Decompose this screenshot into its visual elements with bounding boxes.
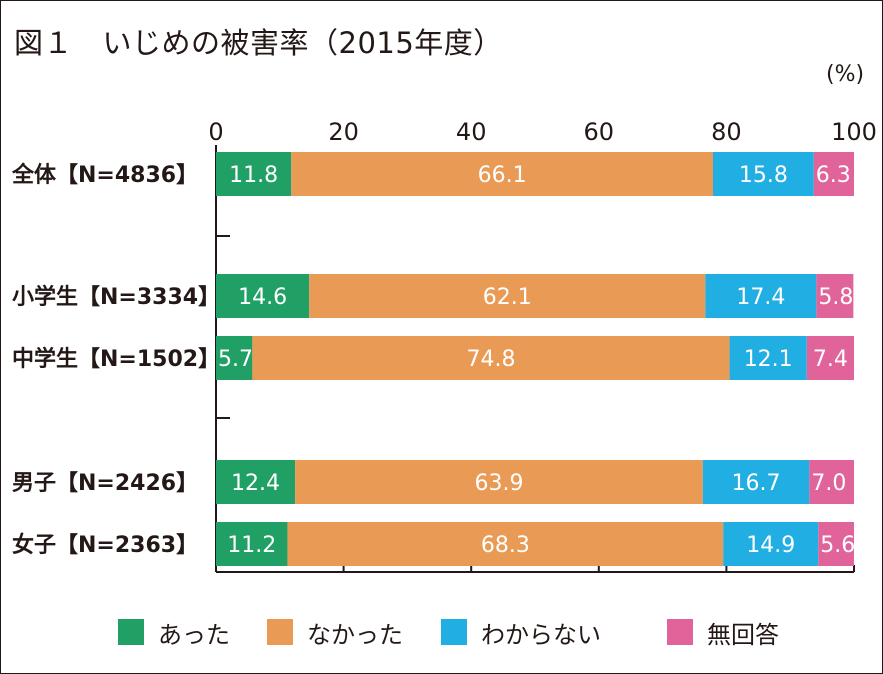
bar-segment [216, 152, 292, 196]
data-label: 7.0 [811, 471, 846, 496]
data-label: 15.8 [739, 163, 788, 188]
bar-segment [216, 460, 296, 504]
category-label: 全体【N=4836】 [11, 162, 198, 188]
legend-swatch [118, 619, 144, 645]
legend-swatch [267, 619, 293, 645]
x-tick-label: 40 [456, 118, 487, 146]
bar-segment [295, 460, 703, 504]
data-label: 7.4 [813, 347, 848, 372]
bar-segment [809, 460, 854, 504]
legend-label: あった [158, 620, 230, 649]
legend-label: わからない [481, 620, 601, 649]
bar-segment [723, 522, 819, 566]
legend-swatch [667, 619, 693, 645]
data-label: 62.1 [483, 285, 532, 310]
x-tick-label: 0 [208, 118, 223, 146]
unit-label: (%) [826, 62, 865, 87]
data-label: 6.3 [816, 163, 851, 188]
legend-label: 無回答 [707, 620, 779, 649]
data-label: 63.9 [474, 471, 523, 496]
legend-item: 無回答 [667, 612, 779, 652]
data-label: 68.3 [481, 533, 530, 558]
data-label: 12.4 [231, 471, 280, 496]
category-label: 女子【N=2363】 [12, 532, 198, 558]
data-label: 66.1 [478, 163, 527, 188]
bar-segment [702, 460, 810, 504]
category-label: 男子【N=2426】 [12, 471, 198, 496]
bar-segment [713, 152, 814, 196]
bar-segment [818, 522, 854, 566]
bar-segment [252, 336, 730, 380]
category-label: 中学生【N=1502】 [12, 346, 220, 372]
bar-segment [729, 336, 807, 380]
bar-segment [287, 522, 724, 566]
bar-segment [816, 274, 854, 318]
data-label: 16.7 [732, 471, 781, 496]
chart-title: 図１ いじめの被害率（2015年度） [14, 26, 503, 60]
bar-segment [309, 274, 706, 318]
bar-segment [806, 336, 854, 380]
data-label: 5.8 [818, 285, 853, 310]
chart-legend: あった なかった わからない 無回答 [0, 612, 883, 652]
category-label: 小学生【N=3334】 [12, 284, 220, 310]
data-label: 11.8 [229, 163, 278, 188]
legend-item: あった [118, 612, 230, 652]
data-label: 74.8 [466, 347, 515, 372]
data-label: 11.2 [227, 533, 276, 558]
legend-item: なかった [267, 612, 403, 652]
data-label: 5.6 [820, 533, 855, 558]
legend-label: なかった [307, 620, 403, 649]
data-label: 5.7 [218, 347, 253, 372]
bar-segment [813, 152, 854, 196]
x-tick-label: 20 [328, 118, 359, 146]
legend-item: わからない [441, 612, 601, 652]
x-tick-label: 100 [831, 118, 877, 146]
data-label: 17.4 [736, 285, 785, 310]
bar-segment [705, 274, 817, 318]
x-tick-label: 80 [711, 118, 742, 146]
data-label: 14.6 [238, 285, 287, 310]
bar-segment [216, 336, 253, 380]
data-label: 14.9 [746, 533, 795, 558]
x-tick-label: 60 [584, 118, 615, 146]
bar-segment [216, 274, 310, 318]
legend-swatch [441, 619, 467, 645]
data-label: 12.1 [744, 347, 793, 372]
bar-segment [216, 522, 288, 566]
bar-segment [291, 152, 714, 196]
